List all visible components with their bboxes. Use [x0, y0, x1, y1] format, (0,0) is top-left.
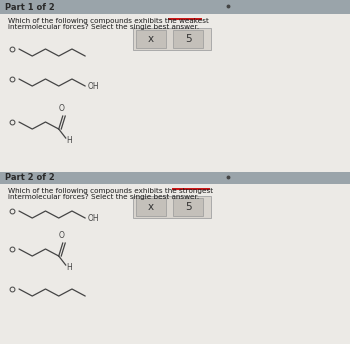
- Text: H: H: [67, 136, 72, 144]
- FancyBboxPatch shape: [0, 172, 350, 184]
- Text: OH: OH: [87, 214, 99, 223]
- Text: Which of the following compounds exhibits the weakest: Which of the following compounds exhibit…: [8, 18, 209, 24]
- FancyBboxPatch shape: [0, 14, 350, 172]
- FancyBboxPatch shape: [136, 30, 166, 48]
- Text: 5: 5: [185, 202, 191, 212]
- Text: OH: OH: [87, 82, 99, 90]
- Text: 5: 5: [185, 34, 191, 44]
- Text: Part 2 of 2: Part 2 of 2: [5, 173, 55, 183]
- Text: Which of the following compounds exhibits the weakest intermolecular forces? Sel: Which of the following compounds exhibit…: [0, 343, 1, 344]
- Text: x: x: [148, 202, 154, 212]
- Text: Part 1 of 2: Part 1 of 2: [5, 2, 55, 11]
- Text: intermolecular forces? Select the single best answer.: intermolecular forces? Select the single…: [8, 24, 199, 30]
- FancyBboxPatch shape: [133, 28, 211, 50]
- Text: Which of the following compounds exhibits the strongest: Which of the following compounds exhibit…: [8, 188, 213, 194]
- FancyBboxPatch shape: [136, 198, 166, 216]
- Text: H: H: [67, 262, 72, 271]
- FancyBboxPatch shape: [133, 196, 211, 218]
- Text: O: O: [59, 231, 65, 240]
- Text: x: x: [148, 34, 154, 44]
- Text: intermolecular forces? Select the single best answer.: intermolecular forces? Select the single…: [8, 194, 199, 200]
- FancyBboxPatch shape: [0, 184, 350, 344]
- FancyBboxPatch shape: [173, 198, 203, 216]
- FancyBboxPatch shape: [0, 0, 350, 14]
- FancyBboxPatch shape: [173, 30, 203, 48]
- Text: O: O: [59, 104, 65, 113]
